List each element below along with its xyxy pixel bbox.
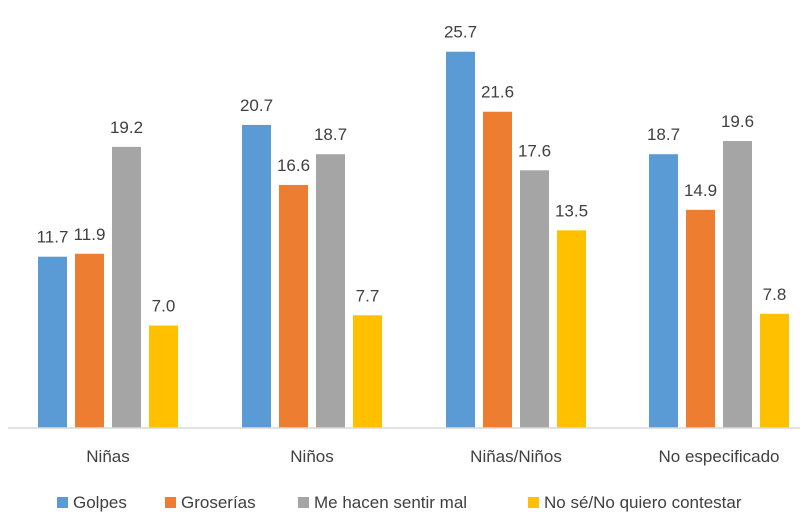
data-label-ninas-no-se-no-quiero-contestar: 7.0 — [152, 297, 176, 316]
legend-swatch-golpes — [57, 497, 68, 508]
data-label-ninos-golpes: 20.7 — [240, 96, 273, 115]
data-label-ninas-me-hacen-sentir-mal: 19.2 — [110, 118, 143, 137]
data-label-no-especificado-no-se-no-quiero-contestar: 7.8 — [763, 285, 787, 304]
data-label-ninos-no-se-no-quiero-contestar: 7.7 — [356, 286, 380, 305]
category-label-ninas-ninos: Niñas/Niños — [470, 447, 562, 466]
legend-swatch-no-se-no-quiero-contestar — [528, 497, 539, 508]
legend-label-golpes: Golpes — [73, 493, 127, 512]
bar-ninos-groserias — [279, 184, 308, 428]
category-label-no-especificado: No especificado — [659, 447, 780, 466]
value-labels-group: 11.7 11.919.27.020.716.618.77.725.721.617… — [37, 23, 787, 316]
category-label-ninos: Niños — [290, 447, 333, 466]
bar-no-especificado-groserias — [686, 209, 715, 428]
bar-ninas-ninos-golpes — [446, 51, 475, 429]
data-label-ninos-me-hacen-sentir-mal: 18.7 — [314, 125, 347, 144]
legend-label-groserias: Groserías — [181, 493, 256, 512]
category-labels-group: Niñas Niños Niñas/Niños No especificado — [86, 447, 779, 466]
legend-swatch-me-hacen-sentir-mal — [298, 497, 309, 508]
bar-ninas-me-hacen-sentir-mal — [112, 146, 141, 428]
data-label-ninas-ninos-golpes: 25.7 — [444, 23, 477, 42]
bars-group — [38, 51, 789, 429]
bar-ninas-no-se-no-quiero-contestar — [149, 325, 178, 428]
bar-ninas-golpes — [38, 256, 67, 428]
bar-no-especificado-golpes — [649, 154, 678, 428]
legend: Golpes Groserías Me hacen sentir mal No sé/… — [57, 493, 742, 512]
bar-no-especificado-no-se-no-quiero-contestar — [760, 313, 789, 428]
data-label-ninas-ninos-groserias: 21.6 — [481, 83, 514, 102]
bar-ninos-golpes — [242, 124, 271, 429]
bar-ninas-ninos-no-se-no-quiero-contestar — [557, 230, 586, 428]
bar-ninas-ninos-me-hacen-sentir-mal — [520, 170, 549, 428]
data-label-ninas-golpes: 11.7 — [37, 228, 69, 247]
data-label-no-especificado-groserias: 14.9 — [684, 181, 717, 200]
data-label-ninas-ninos-me-hacen-sentir-mal: 17.6 — [518, 141, 551, 160]
category-label-ninas: Niñas — [86, 447, 129, 466]
data-label-ninos-groserias: 16.6 — [277, 156, 310, 175]
bar-ninas-groserias — [75, 253, 104, 428]
legend-label-no-se-no-quiero-contestar: No sé/No quiero contestar — [544, 493, 742, 512]
data-label-ninas-ninos-no-se-no-quiero-contestar: 13.5 — [555, 201, 588, 220]
bar-no-especificado-me-hacen-sentir-mal — [723, 141, 752, 428]
bar-ninos-me-hacen-sentir-mal — [316, 154, 345, 428]
bar-ninos-no-se-no-quiero-contestar — [353, 315, 382, 428]
data-label-no-especificado-me-hacen-sentir-mal: 19.6 — [721, 112, 754, 131]
data-label-no-especificado-golpes: 18.7 — [647, 125, 680, 144]
data-label-ninas-groserias: 11.9 — [74, 225, 106, 244]
legend-swatch-groserias — [165, 497, 176, 508]
legend-label-me-hacen-sentir-mal: Me hacen sentir mal — [314, 493, 467, 512]
bar-ninas-ninos-groserias — [483, 111, 512, 428]
